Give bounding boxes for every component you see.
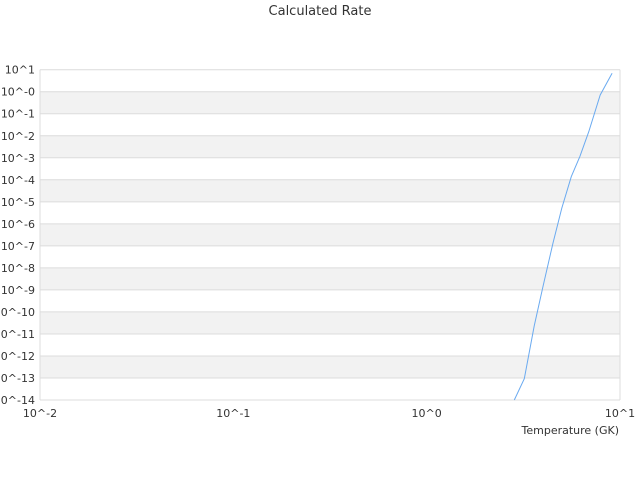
y-tick-label: 10^-14	[0, 394, 35, 407]
y-tick-label: 10^1	[5, 64, 35, 77]
chart-title: Calculated Rate	[268, 4, 372, 19]
grid-band	[40, 135, 620, 158]
x-tick-label: 10^1	[605, 407, 635, 420]
y-tick-label: 10^-11	[0, 328, 35, 341]
grid-band	[40, 311, 620, 334]
grid-band	[40, 223, 620, 246]
y-tick-label: 10^-8	[1, 262, 35, 275]
y-tick-label: 10^-13	[0, 372, 35, 385]
grid-band	[40, 355, 620, 378]
y-tick-label: 10^-5	[1, 196, 35, 209]
y-tick-label: 10^-1	[1, 108, 35, 121]
y-tick-label: 10^-4	[1, 174, 35, 187]
grid-band	[40, 267, 620, 290]
y-tick-label: 10^-9	[1, 284, 35, 297]
grid-band	[40, 91, 620, 114]
y-tick-label: 10^-12	[0, 350, 35, 363]
series-line	[513, 72, 613, 401]
grid-band	[40, 179, 620, 202]
x-axis-label: Temperature (GK)	[521, 424, 620, 437]
y-tick-label: 10^-10	[0, 306, 35, 319]
y-tick-label: 10^-7	[1, 240, 35, 253]
x-tick-label: 10^-1	[216, 407, 250, 420]
y-tick-label: 10^-3	[1, 152, 35, 165]
y-tick-label: 10^-0	[1, 86, 35, 99]
x-tick-label: 10^-2	[23, 407, 57, 420]
y-tick-label: 10^-6	[1, 218, 35, 231]
y-tick-label: 10^-2	[1, 130, 35, 143]
x-tick-label: 10^0	[412, 407, 442, 420]
